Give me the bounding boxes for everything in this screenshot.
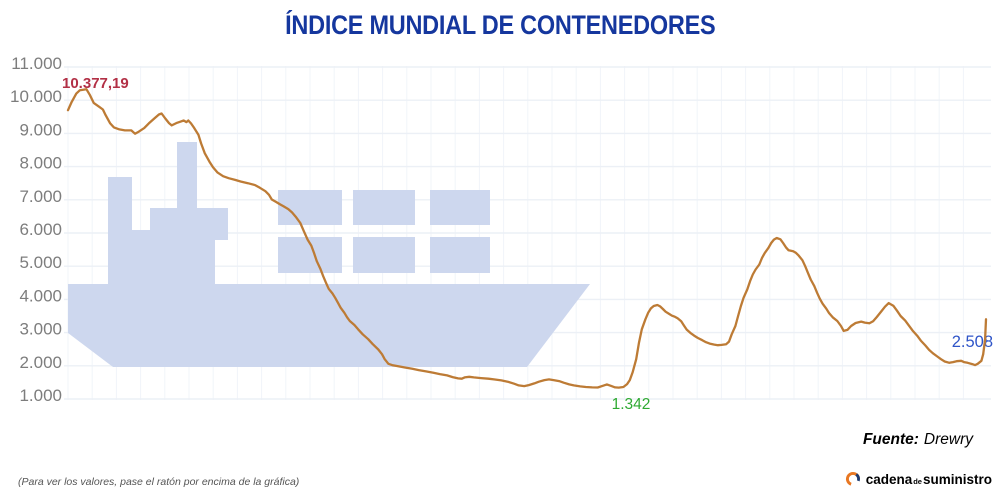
annotation-latest-value: 2.508 [952,333,993,351]
page-title: ÍNDICE MUNDIAL DE CONTENEDORES [0,10,1000,41]
y-axis-tick-label: 11.000 [11,54,62,73]
y-axis-tick-label: 6.000 [19,220,62,239]
annotation-min-value: 1.342 [612,396,651,413]
y-axis-tick-label: 8.000 [19,154,62,173]
hover-hint: (Para ver los valores, pase el ratón por… [18,476,300,488]
page-title-text: ÍNDICE MUNDIAL DE CONTENEDORES [284,10,716,40]
y-axis-tick-labels: 11.000 10.000 9.000 8.000 7.000 6.000 5.000 4.0… [10,54,62,405]
y-axis-tick-label: 5.000 [19,253,62,272]
brand-text-suministro: suministro [922,471,992,487]
y-axis-tick-label: 3.000 [19,320,62,339]
y-axis-tick-label: 1.000 [19,386,62,405]
y-axis-tick-label: 9.000 [19,120,62,139]
brand-text-cadena: cadena [865,471,913,487]
line-chart[interactable]: 11.000 10.000 9.000 8.000 7.000 6.000 5.000 4.0… [0,0,1000,462]
source-prefix: Fuente: [862,431,919,448]
y-axis-tick-label: 10.000 [10,87,62,106]
y-axis-tick-label: 7.000 [19,187,62,206]
source-name: Drewry [923,431,973,448]
annotation-start-value: 10.377,19 [62,75,129,92]
brand-logo[interactable]: cadena de suministro [845,471,992,487]
brand-text-de: de [913,476,922,486]
source-label: Fuente: Drewry [863,431,973,449]
container-ship-watermark [68,142,590,367]
brand-swirl-icon [845,471,860,487]
value-annotations: 10.377,19 1.342 2.508 [62,75,993,413]
index-line-series [66,88,988,389]
y-axis-tick-label: 4.000 [19,286,62,305]
y-axis-tick-label: 2.000 [19,353,62,372]
